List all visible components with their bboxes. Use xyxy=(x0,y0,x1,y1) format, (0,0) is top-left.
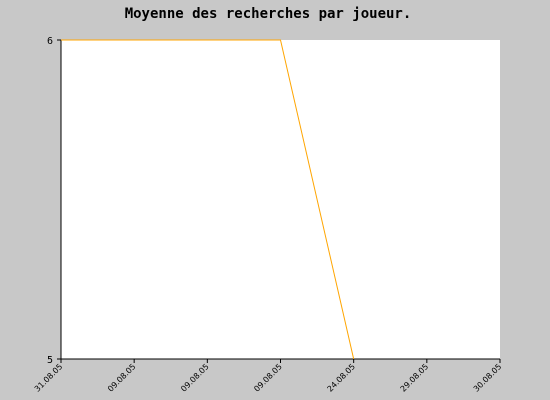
y-tick-label: 6 xyxy=(47,36,53,47)
x-tick-label: 09.08.05 xyxy=(106,362,138,394)
x-tick-label: 09.08.05 xyxy=(252,362,284,394)
x-tick-label: 31.08.05 xyxy=(33,362,65,394)
x-tick-label: 09.08.05 xyxy=(179,362,211,394)
plot-area xyxy=(61,40,500,359)
x-tick-label: 29.08.05 xyxy=(399,362,431,394)
series-layer xyxy=(61,39,355,360)
series-line xyxy=(61,39,355,360)
x-tick-label: 30.08.05 xyxy=(472,362,504,394)
chart-title: Moyenne des recherches par joueur. xyxy=(125,6,412,22)
y-tick-label: 5 xyxy=(47,355,53,366)
x-tick-label: 24.08.05 xyxy=(326,362,358,394)
